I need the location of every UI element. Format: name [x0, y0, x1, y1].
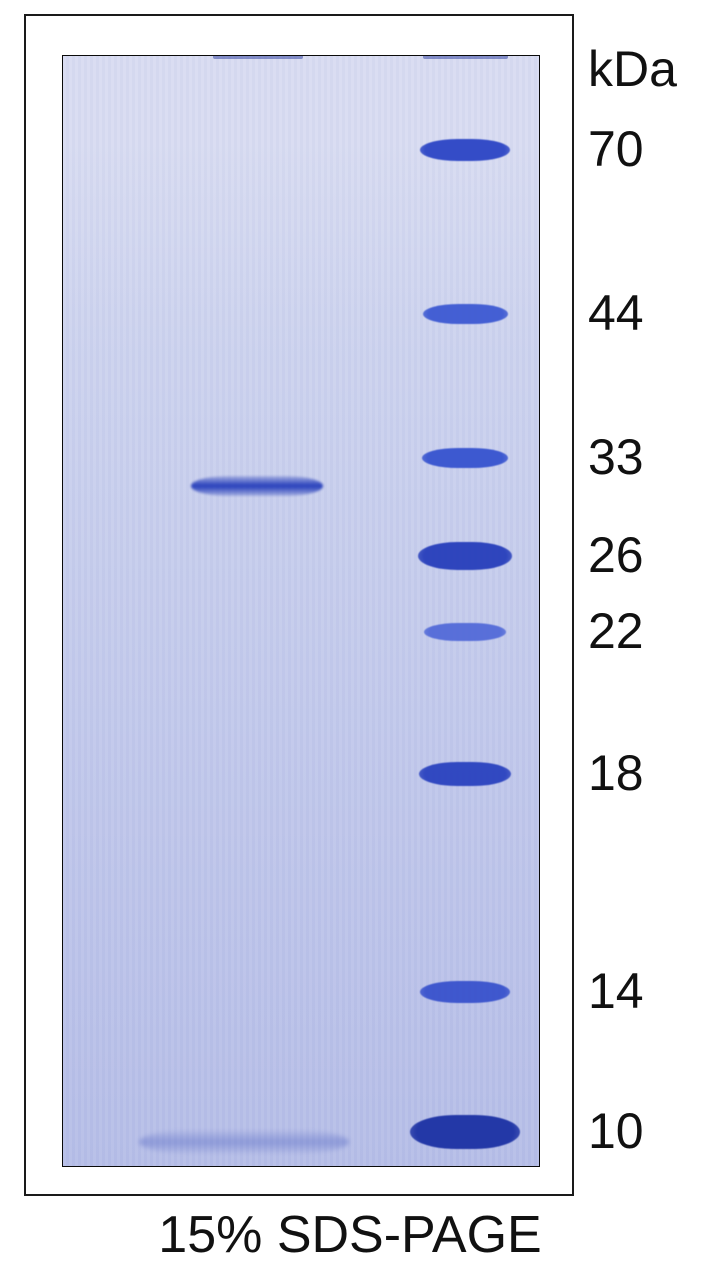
- unit-label: kDa: [588, 40, 677, 98]
- figure-caption: 15% SDS-PAGE: [130, 1205, 570, 1265]
- gel-figure: kDa 15% SDS-PAGE 70 44 33 26 22 18 14 10: [0, 0, 705, 1280]
- marker-band: [420, 139, 510, 161]
- marker-band: [419, 762, 511, 786]
- gel-well: [423, 55, 508, 59]
- marker-label: 14: [588, 962, 644, 1020]
- marker-band: [423, 304, 508, 324]
- marker-band: [424, 623, 506, 641]
- marker-band: [418, 542, 512, 570]
- marker-label: 44: [588, 284, 644, 342]
- marker-label: 22: [588, 602, 644, 660]
- marker-label: 26: [588, 526, 644, 584]
- marker-band: [410, 1115, 520, 1149]
- marker-label: 33: [588, 428, 644, 486]
- marker-label: 10: [588, 1102, 644, 1160]
- marker-label: 70: [588, 120, 644, 178]
- marker-label: 18: [588, 744, 644, 802]
- marker-band: [420, 981, 510, 1003]
- gel-area: [62, 55, 540, 1167]
- dye-front: [139, 1130, 349, 1154]
- marker-band: [422, 448, 508, 468]
- sample-band: [191, 476, 323, 496]
- gel-well: [213, 55, 303, 59]
